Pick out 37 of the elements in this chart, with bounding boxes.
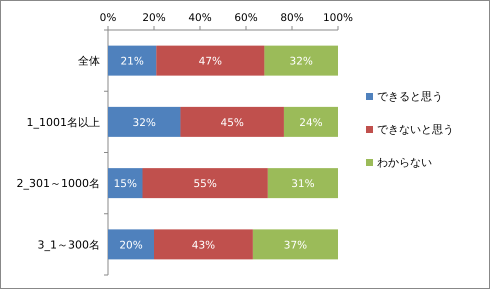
y-tick-label: 1_1001名以上 (26, 116, 100, 129)
bar (108, 46, 156, 76)
y-tick-label: 2_301～1000名 (16, 177, 100, 190)
bar (108, 229, 154, 260)
data-label: 43% (192, 239, 216, 252)
bar (108, 106, 180, 137)
y-tick-label: 全体 (78, 54, 100, 68)
bar (264, 46, 338, 76)
data-label: 47% (198, 56, 222, 68)
x-tick-label: 100% (322, 12, 354, 24)
data-label: 20% (119, 239, 143, 252)
x-tick-label: 40% (188, 12, 212, 24)
data-label: 15% (114, 178, 137, 190)
legend-label: できないと思う (377, 123, 454, 136)
bar (284, 106, 338, 137)
x-tick-label: 0% (100, 12, 116, 24)
bar (156, 46, 264, 76)
bar (180, 106, 284, 137)
bar (108, 168, 142, 198)
bar (268, 168, 338, 198)
y-tick-label: 3_1～300名 (38, 238, 100, 252)
legend-label: できると思う (377, 90, 443, 103)
legend-label: わからない (377, 156, 432, 169)
x-tick-label: 80% (280, 12, 304, 24)
bar (252, 229, 338, 260)
bar (154, 229, 253, 260)
x-tick-label: 20% (142, 12, 166, 24)
data-label: 24% (299, 116, 323, 129)
bar (142, 168, 268, 198)
data-label: 55% (194, 178, 217, 190)
data-label: 37% (284, 239, 308, 252)
data-label: 21% (120, 56, 144, 68)
data-label: 45% (220, 116, 244, 129)
data-label: 32% (290, 56, 313, 68)
data-label: 32% (132, 116, 156, 129)
data-label: 31% (291, 178, 315, 190)
x-tick-label: 60% (234, 12, 258, 24)
